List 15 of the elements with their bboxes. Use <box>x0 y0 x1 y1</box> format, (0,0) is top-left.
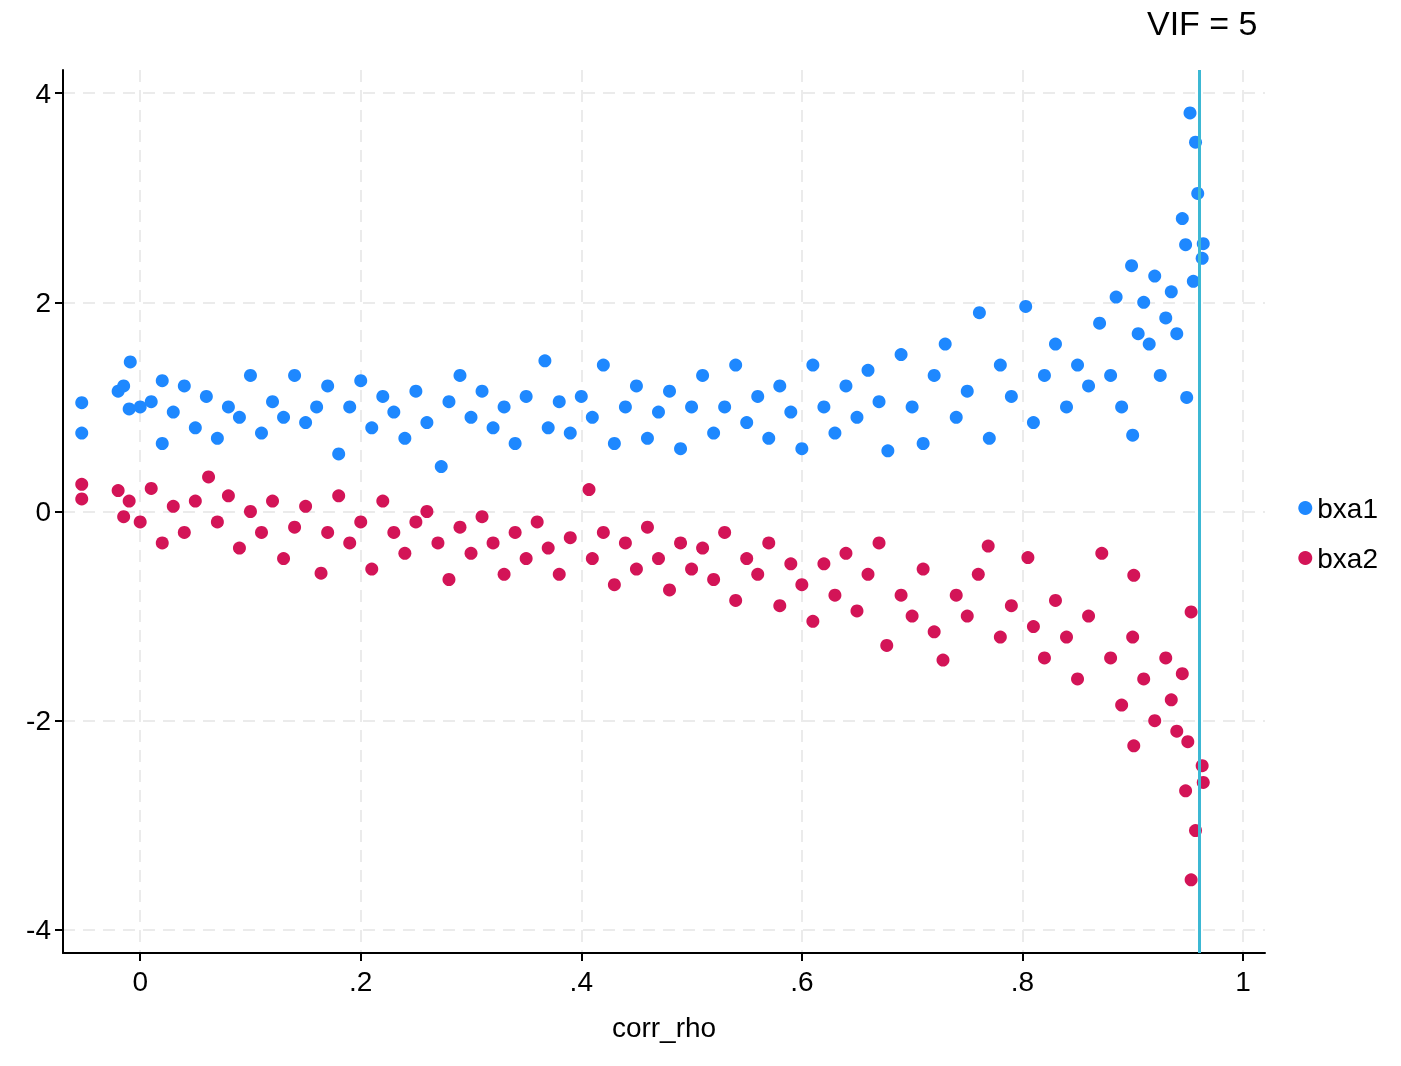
x-tick-label: .2 <box>349 965 373 997</box>
y-tick-label: 0 <box>35 496 51 527</box>
y-tick-label: 4 <box>35 77 51 109</box>
y-tick-label: 2 <box>35 286 51 318</box>
x-axis-title: corr_rho <box>611 1011 717 1043</box>
legend-label: bxa1 <box>1317 492 1378 524</box>
x-tick-label: 0 <box>132 965 148 997</box>
x-tick-label: .6 <box>790 965 814 997</box>
legend-label: bxa2 <box>1317 542 1378 574</box>
x-tick-label: 1 <box>1235 965 1251 997</box>
y-tick-label: -2 <box>26 705 51 737</box>
x-tick-label: .8 <box>1010 965 1035 997</box>
y-tick-label: -4 <box>26 914 51 946</box>
x-tick-label: .4 <box>569 965 593 997</box>
text: VIF = 5 <box>1146 4 1258 42</box>
